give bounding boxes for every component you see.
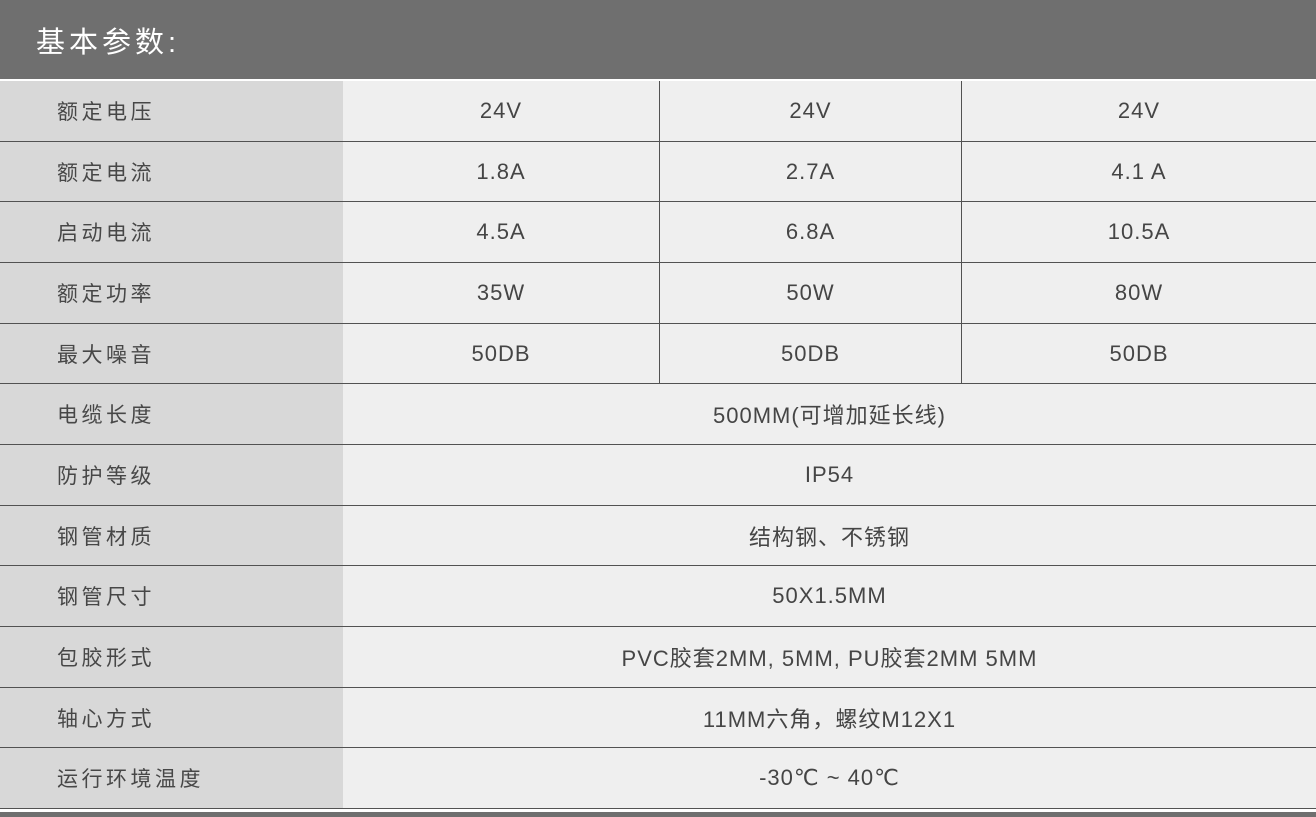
value-cell: 2.7A (659, 141, 961, 202)
value-cell: 4.5A (343, 202, 659, 263)
row-label: 钢管材质 (0, 505, 343, 566)
value-cell: 50DB (659, 323, 961, 384)
value-cell: 80W (961, 263, 1316, 323)
value-cell: 6.8A (659, 202, 961, 263)
row-label: 轴心方式 (0, 687, 343, 748)
value-cell-merged: IP54 (343, 445, 1316, 505)
table-row: 钢管材质 结构钢、不锈钢 (0, 504, 1316, 566)
row-label: 钢管尺寸 (0, 566, 343, 627)
row-label: 额定电压 (0, 81, 343, 141)
value-cell: 50DB (343, 323, 659, 384)
value-cell-merged: -30℃ ~ 40℃ (343, 748, 1316, 809)
footer-bar (0, 812, 1316, 817)
value-cell: 35W (343, 263, 659, 323)
value-cell-merged: 11MM六角，螺纹M12X1 (343, 687, 1316, 748)
table-row: 钢管尺寸 50X1.5MM (0, 565, 1316, 627)
value-cell: 50W (659, 263, 961, 323)
section-title: 基本参数: (36, 26, 181, 59)
value-cell-merged: 50X1.5MM (343, 566, 1316, 627)
value-cell-merged: 500MM(可增加延长线) (343, 384, 1316, 445)
table-row: 防护等级 IP54 (0, 444, 1316, 505)
row-label: 包胶形式 (0, 627, 343, 687)
value-cell-merged: PVC胶套2MM, 5MM, PU胶套2MM 5MM (343, 627, 1316, 687)
row-label: 防护等级 (0, 445, 343, 505)
table-row: 包胶形式 PVC胶套2MM, 5MM, PU胶套2MM 5MM (0, 626, 1316, 687)
value-cell: 4.1 A (961, 141, 1316, 202)
value-cell: 1.8A (343, 141, 659, 202)
value-cell-merged: 结构钢、不锈钢 (343, 505, 1316, 566)
table-row: 额定电压 24V 24V 24V (0, 81, 1316, 141)
row-label: 电缆长度 (0, 384, 343, 445)
value-cell: 50DB (961, 323, 1316, 384)
table-row: 轴心方式 11MM六角，螺纹M12X1 (0, 686, 1316, 748)
spec-table: 额定电压 24V 24V 24V 额定电流 1.8A 2.7A 4.1 A 启动电流 4.5A 6.… (0, 81, 1316, 809)
row-label: 启动电流 (0, 202, 343, 263)
row-label: 额定电流 (0, 141, 343, 202)
footer-divider (0, 809, 1316, 812)
table-row: 额定功率 35W 50W 80W (0, 262, 1316, 323)
value-cell: 24V (961, 81, 1316, 141)
value-cell: 24V (659, 81, 961, 141)
table-row: 额定电流 1.8A 2.7A 4.1 A (0, 140, 1316, 202)
table-row: 电缆长度 500MM(可增加延长线) (0, 383, 1316, 445)
table-row: 运行环境温度 -30℃ ~ 40℃ (0, 747, 1316, 809)
table-row: 启动电流 4.5A 6.8A 10.5A (0, 201, 1316, 263)
value-cell: 10.5A (961, 202, 1316, 263)
row-label: 运行环境温度 (0, 748, 343, 809)
section-header-bar: 基本参数: (0, 0, 1316, 79)
value-cell: 24V (343, 81, 659, 141)
row-label: 最大噪音 (0, 323, 343, 384)
header-divider (0, 79, 1316, 81)
row-label: 额定功率 (0, 263, 343, 323)
table-row: 最大噪音 50DB 50DB 50DB (0, 322, 1316, 384)
